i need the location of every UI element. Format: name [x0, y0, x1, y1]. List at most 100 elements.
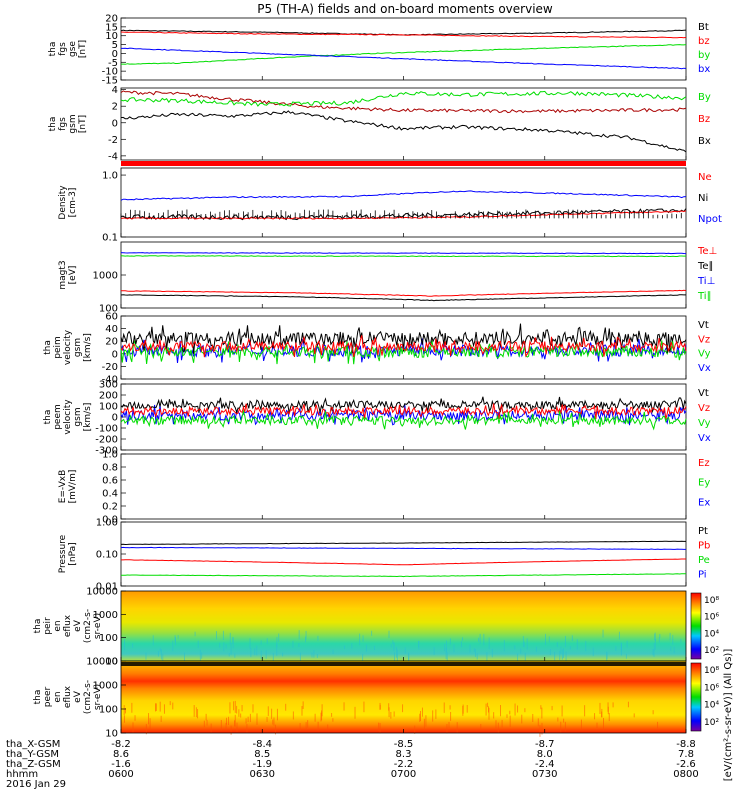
y-axis-label: tha [43, 410, 53, 425]
ephemeris-value: 8.0 [537, 749, 553, 760]
spectrogram-gap [121, 662, 686, 666]
y-tick-label: 0.1 [102, 233, 118, 244]
y-axis-label: sr-eV) [93, 684, 103, 710]
ephemeris-value: -2.2 [394, 759, 414, 770]
colorbar-tick-label: 10⁴ [704, 629, 719, 639]
legend-label: Ti∥ [697, 291, 712, 302]
series-line-by [121, 44, 687, 65]
panel-2: 4 2 0 -2 -4 tha fgs gsm [nT] By Bz Bx [48, 85, 711, 166]
y-tick-label: 5 [112, 40, 118, 51]
y-tick-label: 40 [105, 324, 118, 335]
y-axis-label: [mV/m] [68, 470, 78, 504]
ephemeris-value: 0630 [250, 769, 275, 780]
legend-label: Vx [698, 433, 711, 444]
y-tick-label: 0 [112, 118, 118, 129]
legend-label: Vz [698, 334, 710, 345]
y-tick-label: -15 [102, 76, 118, 87]
y-tick-label: 100 [99, 402, 118, 413]
y-tick-label: -5 [108, 58, 118, 69]
series-line-Bz [120, 90, 687, 114]
colorbar-tick-label: 10² [704, 646, 719, 656]
legend-label: Pi [698, 570, 707, 581]
ephemeris-label: tha_X-GSM [6, 739, 60, 750]
series-line-bx [121, 47, 687, 70]
colorbar-tick-label: 10⁴ [704, 701, 719, 711]
date-label: 2016 Jan 29 [6, 779, 66, 790]
y-axis-label: eflux [63, 685, 73, 708]
y-tick-label: 2 [112, 102, 118, 113]
y-tick-label: 1.0 [102, 450, 118, 461]
ephemeris-label: tha_Y-GSM [6, 749, 59, 760]
y-axis-label: [nT] [78, 40, 88, 58]
series-line-By [120, 90, 687, 107]
y-tick-label: 15 [105, 22, 118, 33]
panel-7: 1.0 0.8 0.6 0.4 0.2 0.0 E=-VxB [mV/m] Ez Ey Ex [58, 450, 710, 526]
series-line-Vx [120, 404, 687, 426]
ephemeris-value: 0700 [391, 769, 416, 780]
y-tick-label: -20 [102, 362, 118, 373]
panel-9: 10⁸ 10⁶ 10⁴ 10² 10000 1000 100 10 tha peir en eflux… [33, 587, 719, 668]
legend-label: Ex [698, 497, 710, 508]
y-axis-label: [cm-3] [68, 188, 78, 218]
y-axis-label: [nPa] [68, 542, 78, 565]
legend-label: Pt [698, 526, 708, 537]
y-tick-label: 10 [105, 657, 118, 668]
series-line-Ti⊥ [120, 252, 687, 255]
series-line-Pb [121, 558, 686, 566]
y-axis-label: velocity [63, 399, 73, 435]
y-axis-label: fgs [58, 42, 68, 56]
y-axis-label: tha [48, 117, 58, 132]
y-tick-label: 60 [105, 312, 118, 323]
y-tick-label: -10 [102, 67, 118, 78]
y-axis-label: en [53, 691, 63, 702]
panel-8: 1.00 0.10 0.01 Pressure [nPa] Pt Pb Pe Pi [58, 518, 710, 593]
panel-frame [120, 87, 687, 161]
series-line-Vt [120, 323, 687, 354]
y-tick-label: 0 [112, 49, 118, 60]
y-axis-label: (cm2-s- [83, 680, 93, 714]
y-axis-label: tha [33, 690, 43, 705]
legend-label: Pe [698, 555, 710, 566]
y-tick-label: 0 [112, 413, 118, 424]
legend-label: Vy [698, 349, 711, 360]
colorbar-tick-label: 10⁸ [704, 596, 719, 606]
panel-frame [120, 167, 687, 238]
y-tick-label: 200 [99, 391, 118, 402]
panel-frame [120, 241, 687, 309]
y-tick-label: 1.0 [102, 171, 118, 182]
legend-label: bz [698, 36, 710, 47]
y-axis-label: peem [53, 404, 63, 430]
figure-title: P5 (TH-A) fields and on-board moments ov… [257, 2, 553, 16]
colorbar-tick-label: 10⁶ [704, 613, 719, 623]
y-axis-label: fgs [58, 117, 68, 131]
y-tick-label: 1000 [93, 681, 118, 692]
ephemeris-value: -8.2 [111, 739, 131, 750]
y-tick-label: 10 [105, 729, 118, 740]
series-line-Pe [121, 573, 687, 578]
panel-4: 1000 100 magt3 [eV] Te⊥ Te∥ Ti⊥ Ti∥ [58, 241, 717, 315]
y-tick-label: 0.10 [96, 550, 118, 561]
y-axis-label: peim [53, 336, 63, 359]
y-tick-label: 20 [105, 337, 118, 348]
y-axis-label: [km/s] [83, 333, 93, 362]
panel-frame [120, 17, 687, 81]
ephemeris-value: -2.6 [676, 759, 696, 770]
ephemeris-value: -1.6 [111, 759, 131, 770]
panel-10: 10⁸ 10⁶ 10⁴ 10² 10000 1000 100 10 tha peer en eflux… [33, 657, 719, 740]
series-line-Npot [120, 190, 687, 201]
y-axis-label: Pressure [58, 534, 68, 573]
y-axis-label: velocity [63, 329, 73, 365]
ephemeris-value: -8.4 [252, 739, 272, 750]
y-axis-label: gse [68, 41, 78, 57]
series-line-Bx [120, 110, 687, 153]
y-axis-label: magt3 [58, 260, 68, 289]
y-tick-label: -300 [95, 446, 118, 457]
y-tick-label: 10000 [86, 657, 118, 668]
ephemeris-value: -8.5 [394, 739, 414, 750]
ephemeris-value: -1.9 [252, 759, 272, 770]
legend-label: Te⊥ [697, 246, 717, 257]
